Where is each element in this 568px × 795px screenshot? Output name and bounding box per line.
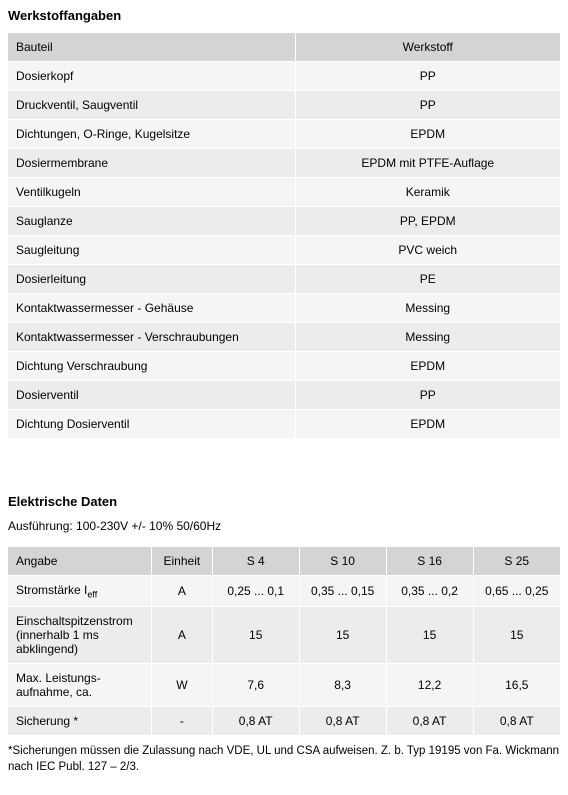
table-row: Dichtung DosierventilEPDM xyxy=(8,410,560,439)
cell-angabe: Einschaltspitzen­strom (innerhalb 1 ms a… xyxy=(8,607,152,664)
cell-werkstoff: PP xyxy=(295,62,560,91)
table-row: Max. Leistungs­aufnahme, ca.W7,68,312,21… xyxy=(8,664,560,707)
cell-werkstoff: PP xyxy=(295,381,560,410)
cell-bauteil: Druckventil, Saugventil xyxy=(8,91,295,120)
materials-table: Bauteil Werkstoff DosierkopfPPDruckventi… xyxy=(8,33,560,439)
cell-value: 7,6 xyxy=(212,664,299,707)
cell-werkstoff: Keramik xyxy=(295,178,560,207)
section-title-materials: Werkstoffangaben xyxy=(8,8,560,23)
cell-value: A xyxy=(152,576,213,607)
table-header-row: Bauteil Werkstoff xyxy=(8,33,560,62)
table-row: Druckventil, SaugventilPP xyxy=(8,91,560,120)
cell-value: 15 xyxy=(299,607,386,664)
table-row: Kontaktwassermesser - VerschraubungenMes… xyxy=(8,323,560,352)
cell-value: 15 xyxy=(212,607,299,664)
col-header: S 16 xyxy=(386,547,473,576)
col-header: Einheit xyxy=(152,547,213,576)
footnote: *Sicherungen müssen die Zulassung nach V… xyxy=(8,744,560,775)
electrical-table: Angabe Einheit S 4 S 10 S 16 S 25 Stroms… xyxy=(8,547,560,736)
table-row: DosiermembraneEPDM mit PTFE-Auflage xyxy=(8,149,560,178)
cell-bauteil: Dichtung Dosierventil xyxy=(8,410,295,439)
cell-bauteil: Dichtungen, O-Ringe, Kugelsitze xyxy=(8,120,295,149)
cell-value: 0,8 AT xyxy=(386,707,473,736)
cell-bauteil: Dosierventil xyxy=(8,381,295,410)
table-row: VentilkugelnKeramik xyxy=(8,178,560,207)
col-header: Bauteil xyxy=(8,33,295,62)
col-header: Werkstoff xyxy=(295,33,560,62)
table-row: SaugleitungPVC weich xyxy=(8,236,560,265)
cell-werkstoff: Messing xyxy=(295,323,560,352)
cell-werkstoff: EPDM xyxy=(295,352,560,381)
electrical-tbody: Stromstärke IeffA0,25 ... 0,10,35 ... 0,… xyxy=(8,576,560,736)
cell-value: 0,35 ... 0,15 xyxy=(299,576,386,607)
cell-value: W xyxy=(152,664,213,707)
cell-angabe: Stromstärke Ieff xyxy=(8,576,152,607)
col-header: Angabe xyxy=(8,547,152,576)
col-header: S 25 xyxy=(473,547,560,576)
table-row: DosierleitungPE xyxy=(8,265,560,294)
electrical-subtitle: Ausführung: 100-230V +/- 10% 50/60Hz xyxy=(8,519,560,533)
cell-value: 0,8 AT xyxy=(473,707,560,736)
cell-bauteil: Dosiermembrane xyxy=(8,149,295,178)
cell-value: 0,8 AT xyxy=(299,707,386,736)
table-row: Dichtungen, O-Ringe, KugelsitzeEPDM xyxy=(8,120,560,149)
cell-value: 0,65 ... 0,25 xyxy=(473,576,560,607)
cell-value: 0,8 AT xyxy=(212,707,299,736)
cell-bauteil: Saugleitung xyxy=(8,236,295,265)
cell-value: 15 xyxy=(386,607,473,664)
cell-werkstoff: PVC weich xyxy=(295,236,560,265)
section-title-electrical: Elektrische Daten xyxy=(8,494,560,509)
table-row: Kontaktwassermesser - GehäuseMessing xyxy=(8,294,560,323)
cell-bauteil: Dosierkopf xyxy=(8,62,295,91)
cell-werkstoff: PP, EPDM xyxy=(295,207,560,236)
cell-value: A xyxy=(152,607,213,664)
cell-value: 15 xyxy=(473,607,560,664)
cell-werkstoff: Messing xyxy=(295,294,560,323)
table-row: SauglanzePP, EPDM xyxy=(8,207,560,236)
cell-bauteil: Dichtung Verschraubung xyxy=(8,352,295,381)
table-row: Dichtung VerschraubungEPDM xyxy=(8,352,560,381)
table-row: Stromstärke IeffA0,25 ... 0,10,35 ... 0,… xyxy=(8,576,560,607)
cell-value: 0,25 ... 0,1 xyxy=(212,576,299,607)
cell-werkstoff: EPDM mit PTFE-Auflage xyxy=(295,149,560,178)
table-header-row: Angabe Einheit S 4 S 10 S 16 S 25 xyxy=(8,547,560,576)
cell-value: 12,2 xyxy=(386,664,473,707)
table-row: DosierventilPP xyxy=(8,381,560,410)
cell-bauteil: Kontaktwassermesser - Gehäuse xyxy=(8,294,295,323)
cell-bauteil: Ventilkugeln xyxy=(8,178,295,207)
cell-bauteil: Sauglanze xyxy=(8,207,295,236)
cell-value: 16,5 xyxy=(473,664,560,707)
cell-bauteil: Kontaktwassermesser - Verschraubungen xyxy=(8,323,295,352)
col-header: S 10 xyxy=(299,547,386,576)
cell-value: 0,35 ... 0,2 xyxy=(386,576,473,607)
cell-werkstoff: EPDM xyxy=(295,410,560,439)
cell-angabe: Sicherung * xyxy=(8,707,152,736)
col-header: S 4 xyxy=(212,547,299,576)
cell-bauteil: Dosierleitung xyxy=(8,265,295,294)
table-row: Sicherung *-0,8 AT0,8 AT0,8 AT0,8 AT xyxy=(8,707,560,736)
cell-value: - xyxy=(152,707,213,736)
cell-werkstoff: PE xyxy=(295,265,560,294)
table-row: Einschaltspitzen­strom (innerhalb 1 ms a… xyxy=(8,607,560,664)
materials-tbody: DosierkopfPPDruckventil, SaugventilPPDic… xyxy=(8,62,560,439)
table-row: DosierkopfPP xyxy=(8,62,560,91)
cell-value: 8,3 xyxy=(299,664,386,707)
cell-werkstoff: EPDM xyxy=(295,120,560,149)
cell-werkstoff: PP xyxy=(295,91,560,120)
cell-angabe: Max. Leistungs­aufnahme, ca. xyxy=(8,664,152,707)
